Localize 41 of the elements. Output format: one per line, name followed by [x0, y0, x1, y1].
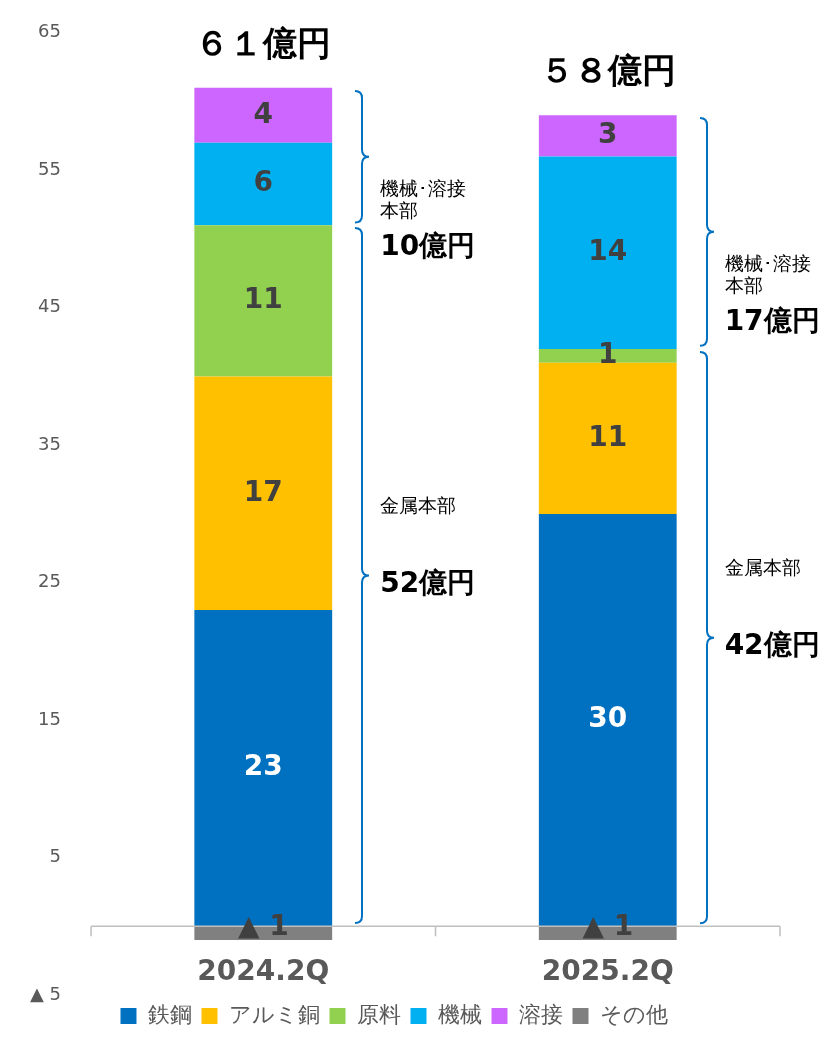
data-label: 17 [243, 474, 283, 508]
annotation: 42億円 [724, 626, 820, 663]
annotation: 機械･溶接本部 [724, 252, 812, 297]
total-label: ５８億円 [539, 50, 676, 91]
legend-label: 溶接 [518, 1001, 563, 1027]
bar [538, 115, 677, 157]
data-label: 11 [588, 419, 628, 453]
annotation: 金属本部 [724, 555, 802, 578]
annotation: 金属本部 [380, 493, 458, 516]
bar [194, 225, 333, 377]
legend-label: 鉄鋼 [147, 1001, 192, 1027]
y-tick-label: 65 [38, 20, 62, 42]
data-label: 30 [588, 701, 628, 735]
annotation: 10億円 [380, 227, 476, 264]
bar [194, 142, 333, 226]
y-tick-label: 15 [38, 707, 62, 729]
legend-label: 原料 [356, 1001, 401, 1027]
x-tick-label: 2025.2Q [541, 953, 674, 987]
y-tick-label: ▲ 5 [29, 982, 62, 1004]
data-label: 3 [598, 117, 618, 151]
data-label: 11 [243, 282, 283, 316]
y-tick-label: 55 [38, 157, 62, 179]
legend-label: その他 [599, 1001, 668, 1027]
bar [538, 362, 677, 514]
data-label: 6 [253, 165, 273, 199]
y-tick-label: 45 [38, 295, 62, 317]
data-label: 4 [253, 96, 273, 130]
annotation: 機械･溶接本部 [380, 176, 468, 221]
y-tick-label: 35 [38, 432, 62, 454]
data-label: 14 [588, 234, 628, 268]
bar [194, 376, 333, 611]
total-label: ６１億円 [195, 22, 332, 63]
data-label: 23 [243, 749, 283, 783]
annotation: 17億円 [724, 303, 820, 340]
x-tick-label: 2024.2Q [197, 953, 330, 987]
y-tick-label: 25 [38, 570, 62, 592]
annotation: 52億円 [380, 564, 476, 601]
bar [194, 87, 333, 143]
legend-label: 機械 [437, 1001, 482, 1027]
y-tick-label: 5 [49, 845, 62, 867]
legend-label: アルミ銅 [228, 1001, 320, 1027]
